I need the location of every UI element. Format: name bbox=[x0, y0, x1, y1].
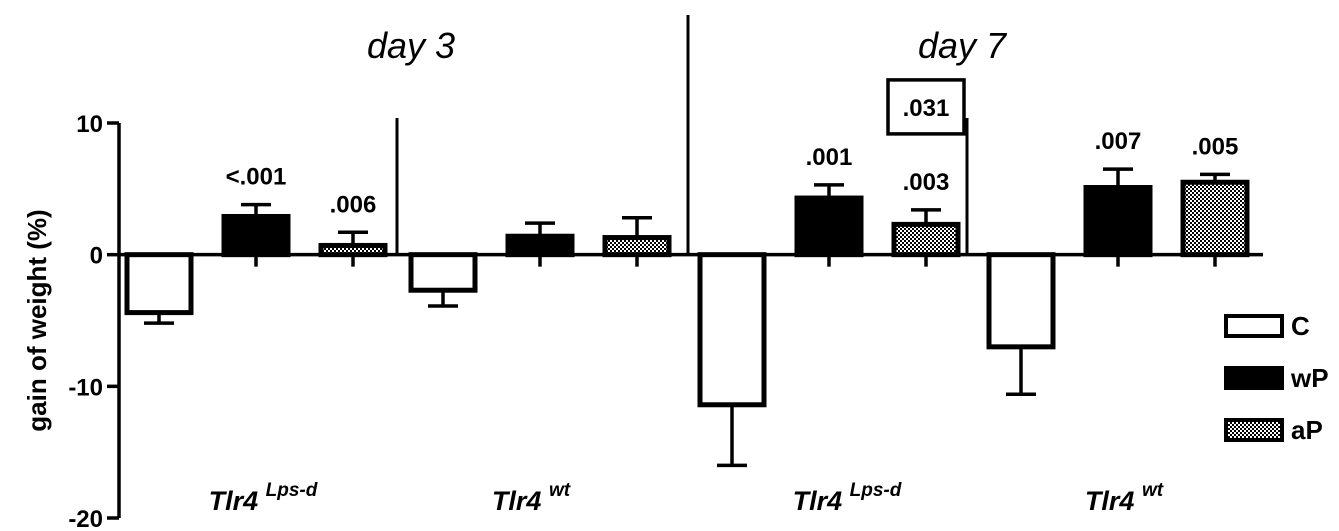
bars bbox=[124, 167, 1250, 468]
bar-wP-2 bbox=[794, 195, 864, 258]
legend-label-wP: wP bbox=[1290, 363, 1329, 393]
p-value-label: .005 bbox=[1192, 133, 1239, 160]
bar-C-0 bbox=[124, 252, 194, 316]
bar-C-2 bbox=[697, 252, 767, 408]
panel-dividers bbox=[395, 15, 969, 255]
p-value-label: .001 bbox=[806, 144, 853, 171]
group-label: Tlr4 wt bbox=[492, 480, 571, 516]
p-value-label: .003 bbox=[903, 169, 950, 196]
bar-C-1 bbox=[408, 252, 478, 293]
y-tick-label: -20 bbox=[68, 506, 103, 531]
y-tick-label: 0 bbox=[90, 243, 103, 270]
group-label: Tlr4 Lps-d bbox=[793, 480, 902, 516]
group-label: Tlr4 Lps-d bbox=[209, 480, 318, 516]
p-value-label: .006 bbox=[330, 191, 377, 218]
legend-label-aP: aP bbox=[1291, 415, 1323, 445]
y-axis-label: gain of weight (%) bbox=[22, 209, 52, 431]
y-axis: 10 0 -10 -20 gain of weight (%) bbox=[22, 111, 1263, 531]
bar-aP-2 bbox=[891, 221, 961, 258]
labels: <.001 .001 .007 .006 .003 .005 .031 day 3 day 7 T… bbox=[209, 25, 1239, 516]
legend: CwP aP bbox=[1224, 311, 1329, 445]
panel-title: day 3 bbox=[367, 25, 455, 66]
bar-aP-3 bbox=[1180, 179, 1250, 258]
bar-aP-0 bbox=[318, 242, 388, 258]
p-value-label: <.001 bbox=[226, 164, 287, 191]
boxed-annotation: .031 bbox=[903, 95, 950, 122]
legend-swatch-C bbox=[1224, 314, 1284, 338]
boxed-annotation-frame bbox=[886, 78, 966, 136]
y-tick-label: 10 bbox=[76, 111, 103, 138]
bar-wP-0 bbox=[221, 213, 291, 258]
panel-title: day 7 bbox=[918, 25, 1008, 66]
p-value-label: .007 bbox=[1095, 128, 1142, 155]
legend-label-C: C bbox=[1291, 311, 1310, 341]
y-tick-label: -10 bbox=[68, 374, 103, 401]
group-label: Tlr4 wt bbox=[1085, 480, 1164, 516]
bar-wP-3 bbox=[1083, 185, 1153, 258]
bar-C-3 bbox=[986, 252, 1056, 350]
bar-wP-1 bbox=[505, 233, 575, 258]
legend-swatch-aP bbox=[1224, 418, 1284, 442]
bar-aP-1 bbox=[602, 235, 672, 258]
legend-swatch-wP bbox=[1224, 366, 1284, 390]
